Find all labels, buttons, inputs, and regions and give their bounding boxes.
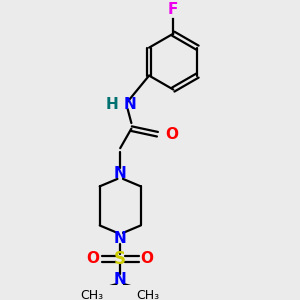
- Text: O: O: [165, 127, 178, 142]
- Text: F: F: [168, 2, 178, 17]
- Text: O: O: [141, 251, 154, 266]
- Text: H: H: [106, 97, 118, 112]
- Text: S: S: [114, 250, 126, 268]
- Text: N: N: [114, 166, 127, 181]
- Text: CH₃: CH₃: [136, 289, 160, 300]
- Text: N: N: [114, 272, 127, 287]
- Text: N: N: [114, 231, 127, 246]
- Text: O: O: [87, 251, 100, 266]
- Text: N: N: [124, 97, 137, 112]
- Text: CH₃: CH₃: [81, 289, 104, 300]
